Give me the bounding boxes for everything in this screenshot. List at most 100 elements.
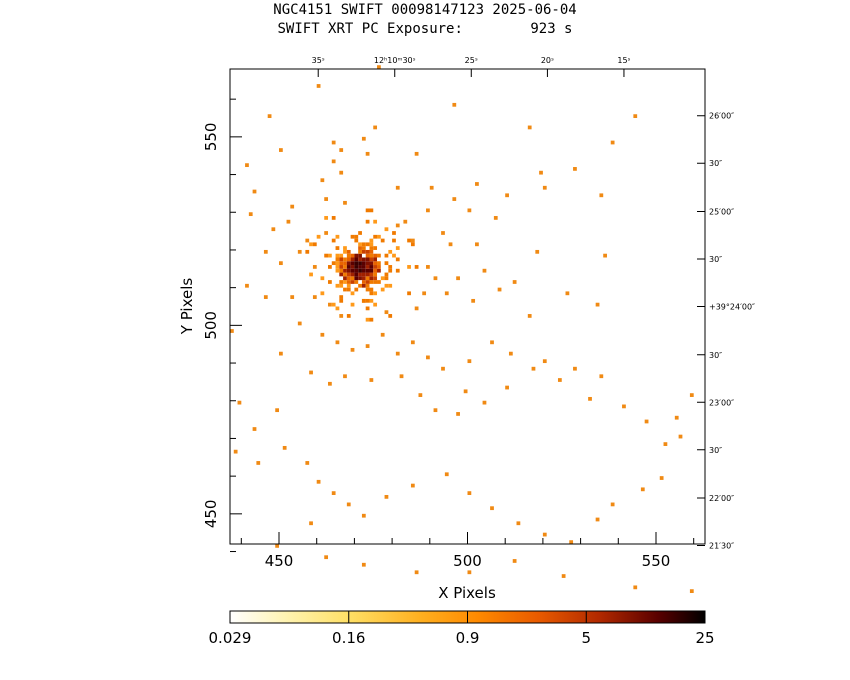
- count-pixel: [407, 291, 411, 296]
- count-pixel: [452, 102, 457, 107]
- count-pixel: [429, 185, 434, 190]
- count-pixel: [365, 257, 370, 262]
- count-pixel: [354, 261, 359, 266]
- count-pixel: [426, 208, 430, 213]
- count-pixel: [354, 234, 359, 239]
- count-pixel: [365, 265, 370, 269]
- count-pixel: [256, 461, 261, 465]
- count-pixel: [392, 231, 396, 235]
- count-pixel: [339, 170, 344, 175]
- count-pixel: [263, 249, 268, 254]
- count-pixel: [418, 393, 423, 397]
- count-pixel: [320, 291, 325, 296]
- count-pixel: [410, 340, 415, 345]
- count-pixel: [527, 125, 532, 130]
- count-pixel: [388, 283, 393, 288]
- count-pixel: [248, 212, 253, 217]
- count-pixel: [395, 246, 400, 250]
- count-pixel: [377, 265, 381, 269]
- count-pixel: [350, 268, 355, 273]
- count-pixel: [369, 291, 374, 296]
- count-pixel: [309, 242, 313, 247]
- count-pixel: [339, 314, 344, 318]
- count-pixel: [361, 242, 366, 247]
- count-pixel: [377, 261, 381, 266]
- count-pixel: [328, 302, 332, 307]
- count-pixel: [346, 261, 351, 266]
- count-pixel: [414, 306, 419, 311]
- count-pixel: [354, 272, 359, 277]
- count-pixel: [395, 185, 400, 190]
- count-pixel: [365, 208, 370, 213]
- count-pixel: [358, 249, 362, 254]
- count-pixel: [358, 283, 362, 288]
- count-pixel: [350, 302, 355, 307]
- count-pixel: [361, 268, 366, 273]
- count-pixel: [354, 238, 359, 243]
- count-pixel: [407, 238, 411, 243]
- count-pixel: [343, 287, 347, 292]
- count-pixel: [610, 140, 615, 145]
- count-pixel: [542, 359, 547, 364]
- count-pixel: [339, 148, 344, 152]
- count-pixel: [678, 434, 683, 439]
- y-tick-label: 500: [202, 311, 220, 340]
- count-pixel: [252, 427, 257, 431]
- count-pixel: [410, 238, 415, 243]
- ra-tick-label: 12ʰ10ᵐ30ˢ: [374, 56, 416, 65]
- count-pixel: [392, 238, 396, 243]
- count-pixel: [395, 257, 400, 262]
- count-pixel: [595, 517, 600, 522]
- count-pixel: [369, 268, 374, 273]
- count-pixel: [324, 231, 329, 235]
- count-pixel: [426, 355, 430, 360]
- count-pixel: [373, 257, 378, 262]
- count-pixel: [384, 494, 389, 499]
- count-pixel: [365, 276, 370, 281]
- count-pixel: [346, 265, 351, 269]
- count-pixel: [377, 280, 381, 284]
- count-pixel: [361, 276, 366, 281]
- count-pixel: [320, 332, 325, 337]
- count-pixel: [358, 231, 362, 235]
- count-pixel: [373, 280, 378, 284]
- count-pixel: [350, 261, 355, 266]
- count-pixel: [339, 257, 344, 262]
- count-pixel: [361, 562, 366, 567]
- count-pixel: [279, 148, 283, 152]
- count-pixel: [373, 234, 378, 239]
- ra-tick-label: 15ˢ: [617, 56, 630, 65]
- count-pixel: [331, 302, 336, 307]
- count-pixel: [335, 257, 340, 262]
- count-pixel: [377, 253, 381, 258]
- count-pixel: [279, 351, 283, 356]
- count-pixel: [361, 283, 366, 288]
- count-pixel: [354, 287, 359, 292]
- count-pixel: [346, 287, 351, 292]
- count-pixel: [361, 298, 366, 303]
- colorbar-ticks: 0.029 0.16 0.9 5 25: [209, 611, 715, 647]
- count-pixel: [361, 246, 366, 250]
- count-pixel: [331, 491, 336, 495]
- count-pixel: [433, 276, 438, 281]
- count-pixel: [331, 159, 336, 164]
- count-pixel: [335, 283, 340, 288]
- count-pixel: [331, 216, 336, 220]
- count-pixel: [358, 246, 362, 250]
- count-pixel: [328, 280, 332, 284]
- count-pixel: [384, 310, 389, 315]
- count-pixel: [275, 408, 280, 413]
- count-pixel: [358, 276, 362, 281]
- count-pixels: [230, 65, 694, 594]
- count-pixel: [414, 570, 419, 575]
- count-pixel: [365, 306, 370, 311]
- count-pixel: [414, 151, 419, 156]
- colorbar-label: 0.029: [209, 629, 252, 647]
- count-pixel: [343, 280, 347, 284]
- count-pixel: [622, 404, 626, 409]
- count-pixel: [444, 472, 449, 477]
- count-pixel: [339, 253, 344, 258]
- count-pixel: [361, 257, 366, 262]
- count-pixel: [475, 242, 479, 247]
- count-pixel: [305, 461, 310, 465]
